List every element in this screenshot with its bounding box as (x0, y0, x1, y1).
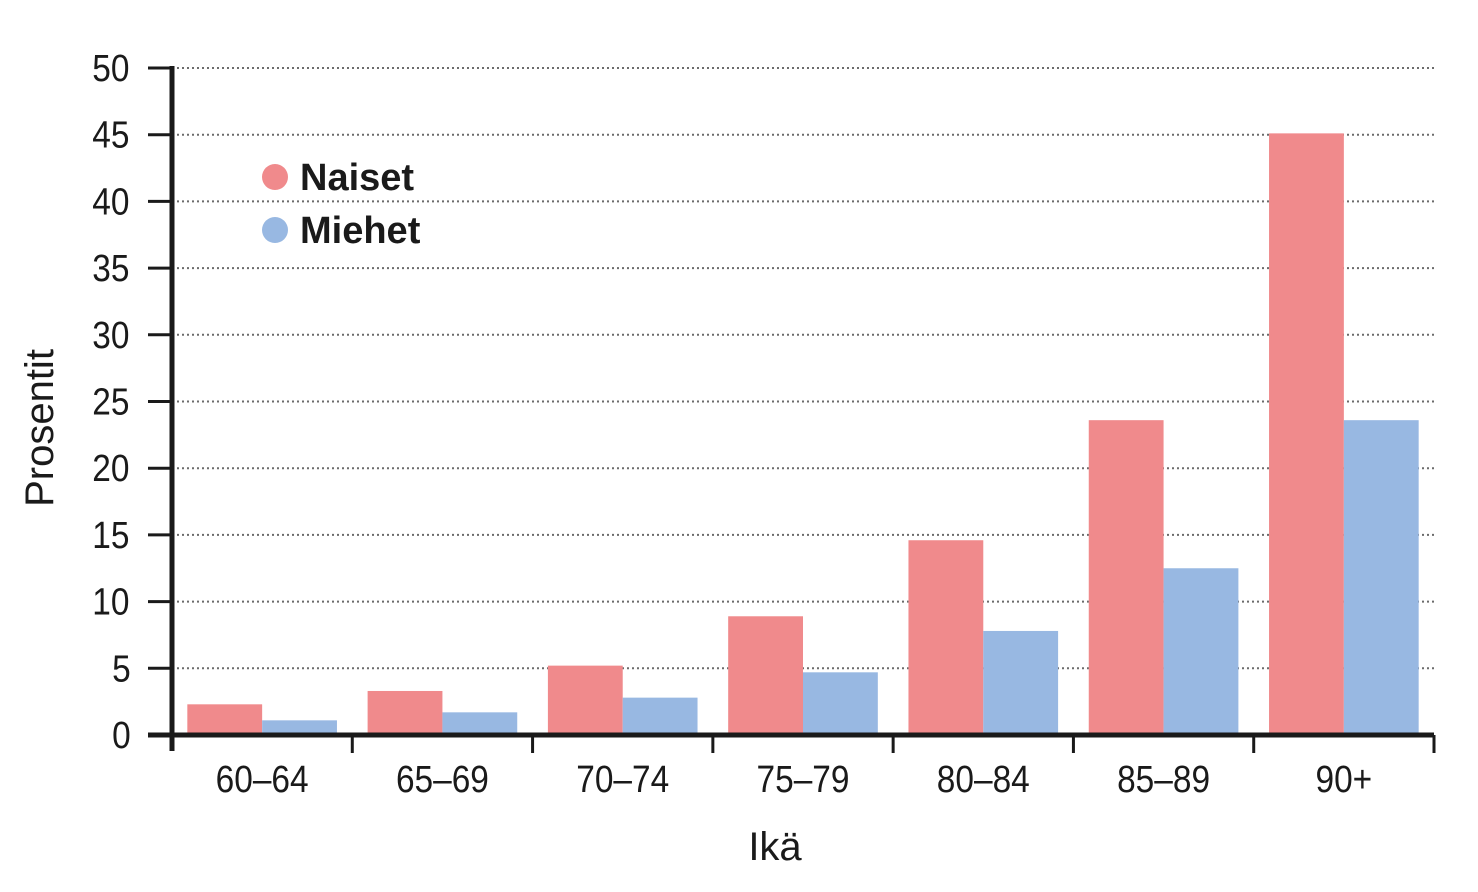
legend: Naiset Miehet (262, 157, 421, 252)
x-tick-label: 75–79 (757, 758, 850, 800)
bar-miehet-75-79 (803, 672, 878, 735)
y-tick-label: 40 (92, 180, 129, 222)
bar-miehet-80-84 (983, 630, 1059, 735)
bar-naiset-80-84 (908, 540, 984, 735)
x-axis-title: Ikä (748, 825, 802, 869)
bar-naiset-60-64 (187, 704, 263, 735)
y-axis-title: Prosentit (18, 349, 62, 507)
x-tick-label: 70–74 (576, 758, 669, 800)
bar-naiset-65-69 (367, 690, 443, 735)
y-tick-label: 5 (112, 647, 131, 689)
bar-miehet-65-69 (442, 712, 518, 735)
bar-miehet-90 (1343, 420, 1419, 735)
legend-marker-miehet (262, 217, 288, 243)
bar-naiset-70-74 (547, 665, 623, 735)
x-tick-label: 60–64 (216, 758, 309, 800)
y-tick-label: 20 (92, 447, 129, 489)
x-tick-label: 65–69 (396, 758, 489, 800)
legend-marker-naiset (262, 164, 288, 190)
bar-naiset-75-79 (728, 616, 803, 735)
gridlines (172, 67, 1434, 670)
bar-miehet-70-74 (622, 697, 698, 735)
axes (148, 66, 1434, 751)
x-axis-ticks: 60–64 65–69 70–74 75–79 80–84 85–89 90+ (216, 735, 1436, 800)
legend-label-naiset: Naiset (300, 157, 414, 199)
y-tick-label: 50 (92, 47, 129, 89)
y-tick-label: 45 (92, 114, 129, 156)
bar-naiset-90 (1269, 133, 1344, 736)
bars (187, 133, 1419, 736)
y-tick-label: 30 (92, 314, 129, 356)
x-tick-label: 90+ (1316, 758, 1373, 800)
bar-miehet-85-89 (1163, 568, 1239, 735)
legend-label-miehet: Miehet (300, 210, 421, 252)
y-tick-label: 10 (92, 581, 129, 623)
y-tick-label: 35 (92, 247, 129, 289)
x-tick-label: 80–84 (937, 758, 1030, 800)
y-tick-label: 0 (112, 714, 131, 756)
y-tick-label: 15 (92, 514, 129, 556)
bar-miehet-60-64 (262, 720, 337, 735)
y-axis-ticks: 0 5 10 15 20 25 30 35 40 45 50 (92, 47, 172, 756)
x-tick-label: 85–89 (1117, 758, 1210, 800)
bar-naiset-85-89 (1088, 420, 1164, 735)
y-tick-label: 25 (92, 381, 129, 423)
